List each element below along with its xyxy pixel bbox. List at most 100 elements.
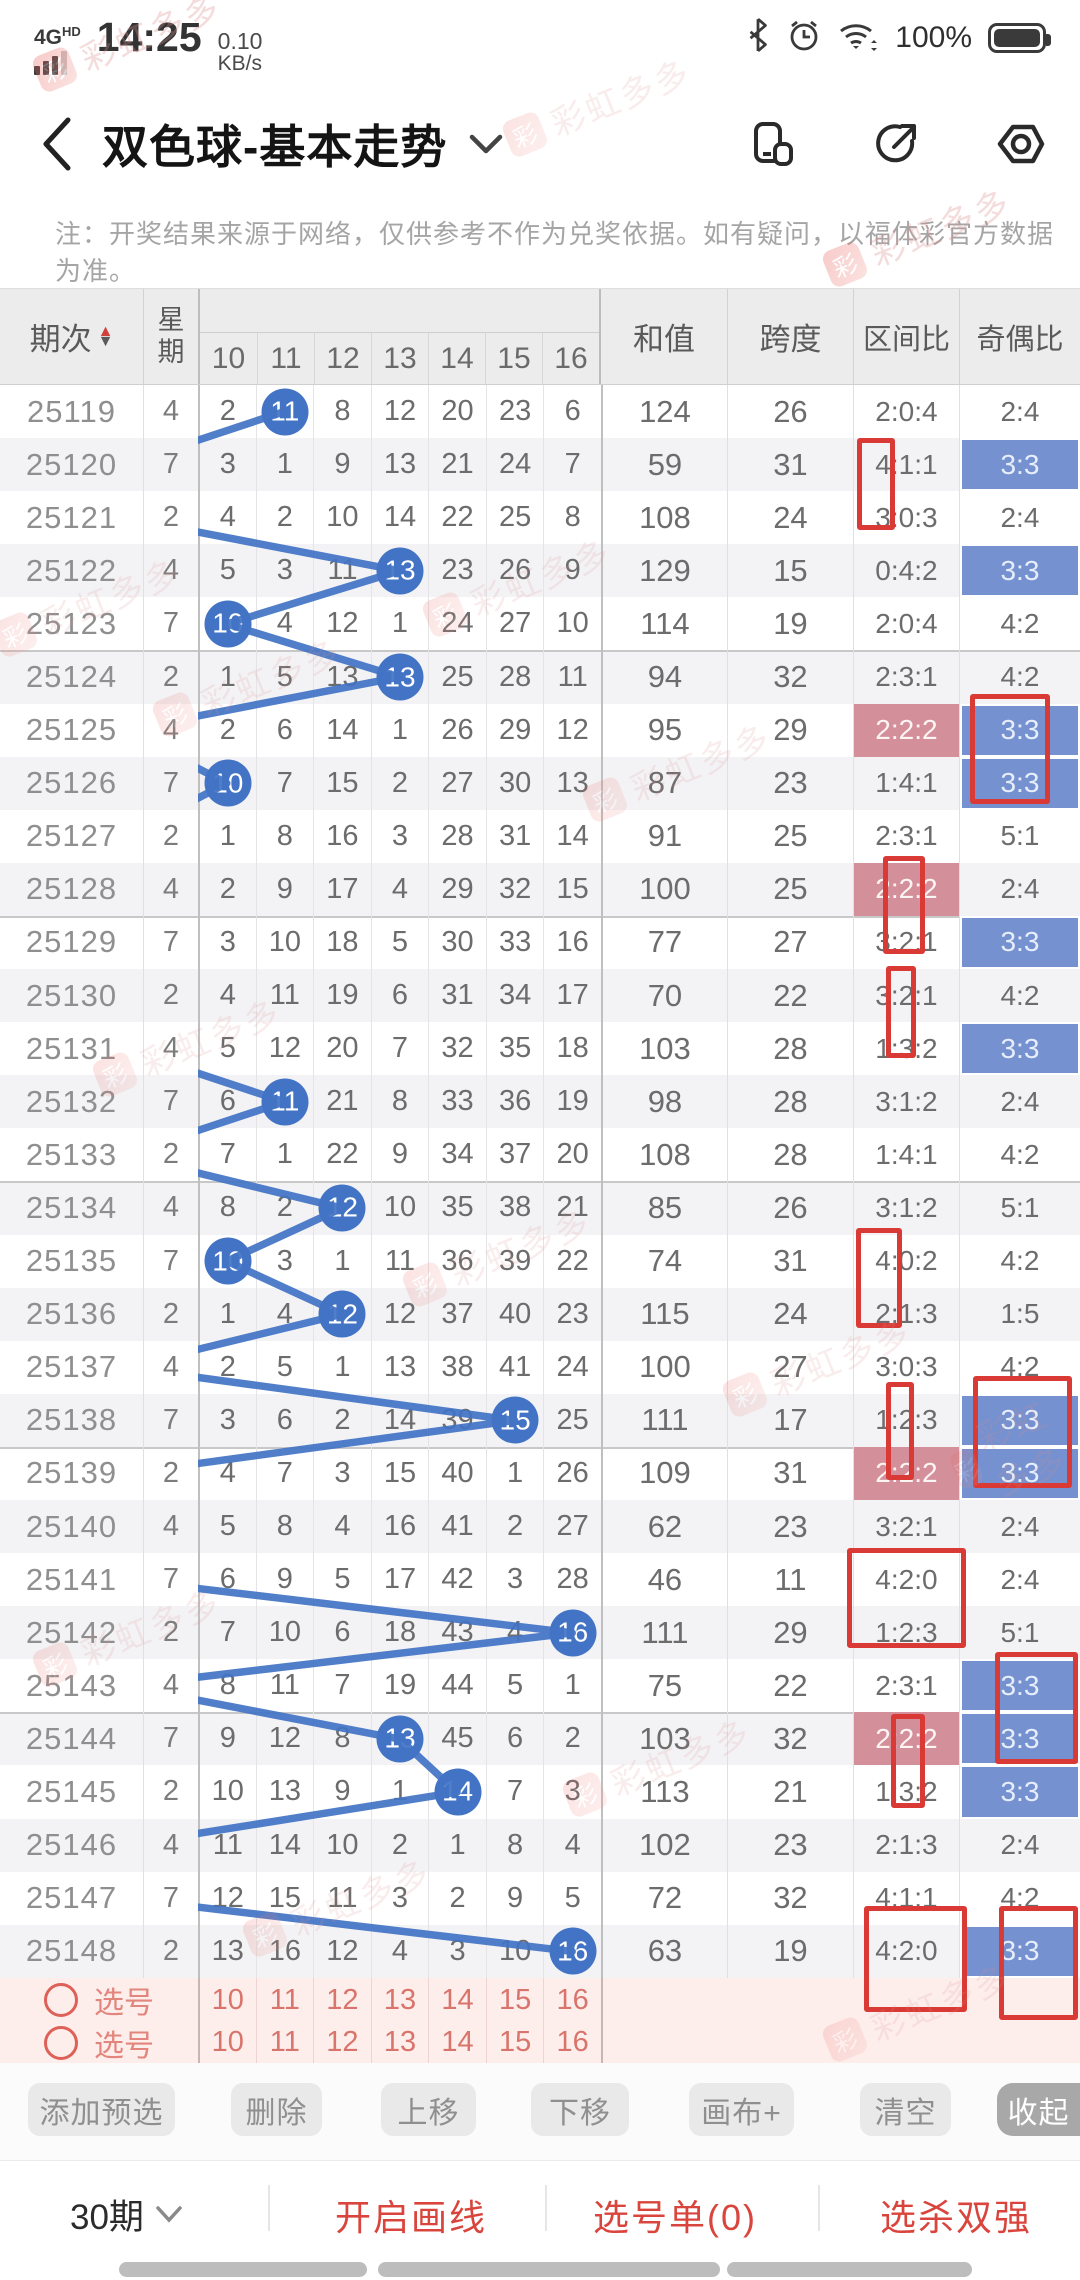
miss-count-cell: 4 [370,1924,429,1978]
select-number-cell[interactable]: 13 [370,2020,429,2065]
miss-count-cell: 11 [255,1659,314,1713]
table-row[interactable]: 25128 4 2 9 17 4 29 32 15 100 25 2:2:2 2:4 [0,862,1080,916]
table-row[interactable]: 25130 2 4 11 19 6 31 34 17 70 22 3:2:1 4:2 [0,969,1080,1023]
radio-circle-icon[interactable] [44,2025,78,2060]
delete-button[interactable]: 删除 [231,2083,322,2136]
miss-count-cell: 8 [313,1712,371,1766]
table-row[interactable]: 25119 4 2 11 8 12 20 23 6 124 26 2:0:4 2:4 [0,385,1080,439]
table-row[interactable]: 25132 7 6 11 21 8 33 36 19 98 28 3:1:2 2:4 [0,1075,1080,1129]
table-row[interactable]: 25136 2 1 4 12 12 37 40 23 115 24 2:1:3 1:5 [0,1287,1080,1341]
hidden-button-edge[interactable] [119,2262,367,2277]
pick-kill-button[interactable]: 选杀双强 [880,2197,1033,2238]
table-row[interactable]: 25120 7 3 1 9 13 21 24 7 59 31 4:1:1 3:3 [0,438,1080,492]
table-row[interactable]: 25138 7 3 6 2 14 39 15 25 111 17 1:2:3 3:3 [0,1393,1080,1447]
col-header-issue[interactable]: 期次 ▲ ▼ [29,322,114,357]
select-number-cell[interactable]: 15 [485,2020,544,2065]
col-header-week: 星期 [143,289,198,384]
table-row[interactable]: 25122 4 5 3 11 13 23 26 9 129 15 0:4:2 3:3 [0,544,1080,598]
hidden-button-edge[interactable] [378,2262,720,2277]
collapse-button[interactable]: 收起 [997,2083,1080,2136]
table-row[interactable]: 25144 7 9 12 8 13 45 6 2 103 32 2:2:2 3:3 [0,1712,1080,1766]
parity-ratio-cell: 4:2 [958,1340,1080,1394]
table-row[interactable]: 25140 4 5 8 4 16 41 2 27 62 23 3:2:1 2:4 [0,1499,1080,1554]
issue-cell: 25124 [25,659,118,695]
sort-icon: ▲ ▼ [97,322,114,350]
ball-column-label: 10 [211,341,246,375]
miss-count-cell: 27 [428,756,486,810]
add-preselect-button[interactable]: 添加预选 [28,2083,175,2136]
select-row-lead: 选号 [0,2021,198,2065]
table-row[interactable]: 25121 2 4 2 10 14 22 25 8 108 24 3:0:3 2:4 [0,491,1080,545]
zone-ratio-cell: 1:4:1 [852,1128,959,1182]
zone-ratio-cell: 2:0:4 [852,597,959,651]
table-row[interactable]: 25141 7 6 9 5 17 42 3 28 46 11 4:2:0 2:4 [0,1553,1080,1607]
select-number-cell[interactable]: 14 [428,2020,486,2065]
bluetooth-icon [745,18,771,57]
select-number-cell[interactable]: 10 [198,2020,256,2065]
clear-button[interactable]: 清空 [860,2083,951,2136]
canvas-plus-button[interactable]: 画布+ [689,2083,794,2136]
table-row[interactable]: 25135 7 10 3 1 11 36 39 22 74 31 4:0:2 4:2 [0,1234,1080,1288]
select-number-cell[interactable]: 15 [485,1978,544,2022]
miss-count-cell: 16 [255,1924,314,1978]
share-icon[interactable] [872,119,922,169]
issue-cell: 25131 [25,1030,118,1066]
table-row[interactable]: 25123 7 10 4 12 1 24 27 10 114 19 2:0:4 4:2 [0,597,1080,651]
table-row[interactable]: 25143 4 8 11 7 19 44 5 1 75 22 2:3:1 3:3 [0,1659,1080,1713]
select-number-cell[interactable]: 14 [428,1978,486,2022]
table-row[interactable]: 25127 2 1 8 16 3 28 31 14 91 25 2:3:1 5:1 [0,809,1080,863]
miss-count-cell: 3 [428,1924,486,1978]
back-button[interactable] [40,114,84,174]
issue-cell: 25148 [25,1933,118,1969]
select-number-cell[interactable]: 12 [313,2020,371,2065]
miss-count-cell: 5 [198,544,256,598]
col-header-zone-ratio: 区间比 [853,289,959,384]
table-row[interactable]: 25147 7 12 15 11 3 2 9 5 72 32 4:1:1 4:2 [0,1871,1080,1925]
toggle-draw-line-button[interactable]: 开启画线 [335,2197,488,2238]
table-row[interactable]: 25146 4 11 14 10 2 1 8 4 102 23 2:1:3 2:4 [0,1818,1080,1872]
select-number-cell[interactable]: 16 [543,2020,601,2065]
ball-column-label: 12 [313,333,371,384]
select-number-cell[interactable]: 10 [198,1978,256,2022]
table-row[interactable]: 25131 4 5 12 20 7 32 35 18 103 28 1:3:2 3:3 [0,1022,1080,1076]
table-row[interactable]: 25125 4 2 6 14 1 26 29 12 95 29 2:2:2 3:3 [0,703,1080,757]
table-row[interactable]: 25126 7 10 7 15 2 27 30 13 87 23 1:4:1 3:3 [0,756,1080,810]
table-row[interactable]: 25137 4 2 5 1 13 38 41 24 100 27 3:0:3 4:2 [0,1340,1080,1394]
select-number-cell[interactable]: 11 [255,1978,314,2022]
selection-slip-button[interactable]: 选号单(0) [593,2197,757,2238]
select-row-label: 选号 [94,2029,154,2063]
zone-ratio-cell: 1:2:3 [852,1393,959,1447]
miss-count-cell: 27 [543,1499,601,1554]
table-row[interactable]: 25145 2 10 13 9 1 14 7 3 113 21 1:3:2 3:3 [0,1765,1080,1819]
miss-count-cell: 12 [313,1924,371,1978]
table-row[interactable]: 25133 2 7 1 22 9 34 37 20 108 28 1:4:1 4:2 [0,1128,1080,1182]
miss-count-cell: 5 [313,1553,371,1607]
table-row[interactable]: 25129 7 3 10 18 5 30 33 16 77 27 3:2:1 3:3 [0,915,1080,970]
miss-count-cell: 19 [543,1075,601,1129]
radio-circle-icon[interactable] [44,1983,78,2017]
table-row[interactable]: 25124 2 1 5 13 13 25 28 11 94 32 2:3:1 4:2 [0,650,1080,704]
miss-count-cell: 23 [485,385,544,439]
float-window-icon[interactable] [748,119,798,169]
hidden-button-edge[interactable] [727,2262,972,2277]
table-row[interactable]: 25134 4 8 2 12 10 35 38 21 85 26 3:1:2 5:1 [0,1181,1080,1235]
miss-count-cell: 10 [198,1765,256,1819]
table-row[interactable]: 25139 2 4 7 3 15 40 1 26 109 31 2:2:2 3:3 [0,1446,1080,1500]
ball-band-strip [200,289,599,333]
weekday-cell: 7 [143,756,198,810]
miss-count-cell: 2 [485,1499,544,1554]
span-cell: 24 [726,491,853,545]
settings-icon[interactable] [996,119,1046,169]
table-row[interactable]: 25148 2 13 16 12 4 3 10 16 63 19 4:2:0 3:3 [0,1924,1080,1978]
select-number-cell[interactable]: 11 [255,2020,314,2065]
period-selector[interactable]: 30期 [70,2189,182,2240]
table-row[interactable]: 25142 2 7 10 6 18 43 4 16 111 29 1:2:3 5:1 [0,1606,1080,1660]
parity-ratio-cell: 5:1 [958,809,1080,863]
divider [545,2185,547,2231]
move-up-button[interactable]: 上移 [381,2083,476,2136]
title-dropdown[interactable] [469,133,503,155]
select-number-cell[interactable]: 16 [543,1978,601,2022]
move-down-button[interactable]: 下移 [531,2083,629,2136]
select-number-cell[interactable]: 12 [313,1978,371,2022]
select-number-cell[interactable]: 13 [370,1978,429,2022]
